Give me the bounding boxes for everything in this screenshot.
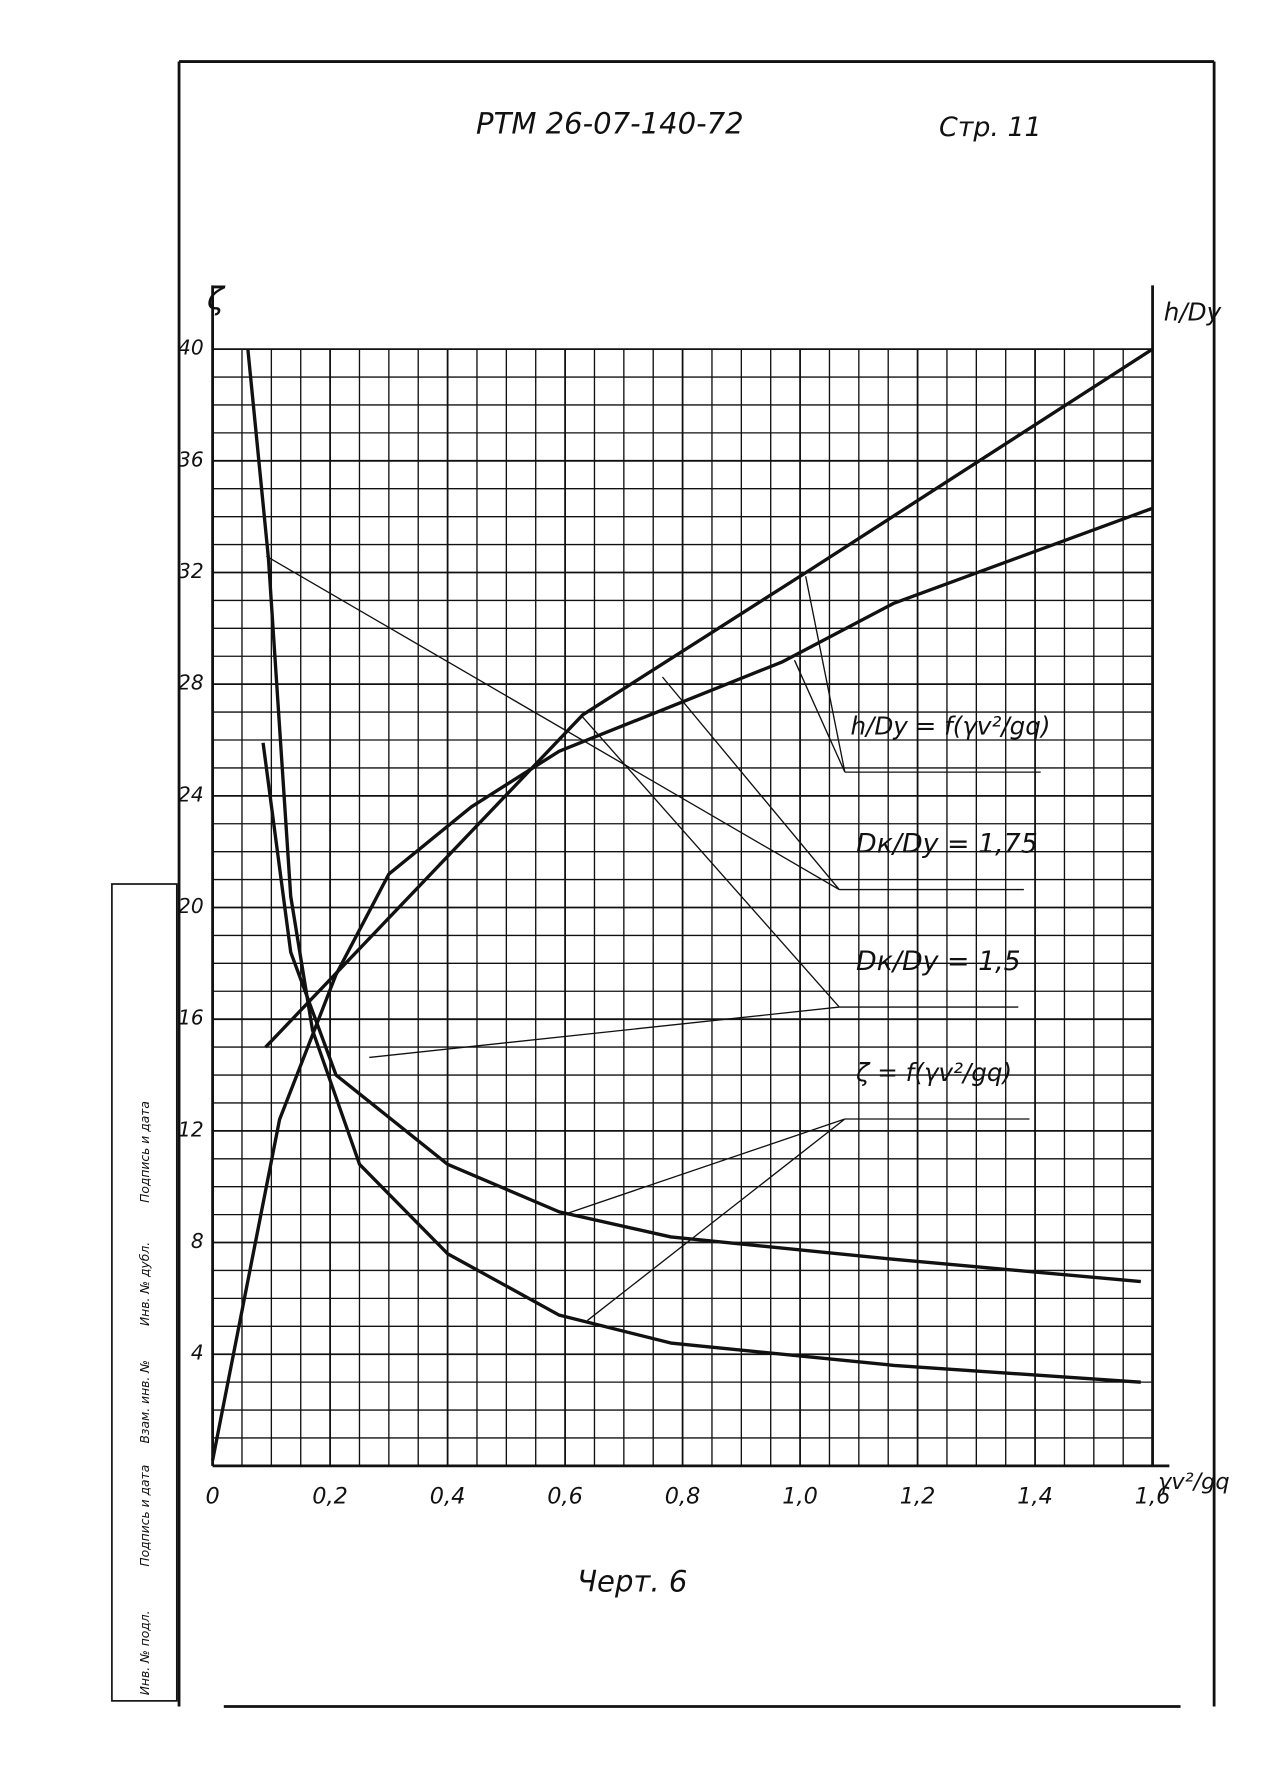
curve <box>246 348 1141 1384</box>
x-tick-label: 0,2 <box>312 1484 348 1510</box>
y-tick-label: 4 <box>191 1341 204 1365</box>
x-tick-label: 0,6 <box>547 1484 583 1510</box>
curve <box>261 742 1141 1284</box>
annotation: h/Dy = f(γv²/gq) <box>850 711 1050 740</box>
y-tick-label: 12 <box>178 1117 204 1141</box>
caption: Черт. 6 <box>577 1564 687 1598</box>
x-tick-label: 0,8 <box>665 1484 701 1510</box>
y-tick-label: 32 <box>178 559 204 583</box>
y-tick-label: 24 <box>178 782 204 806</box>
stamp-label: Подпись и дата <box>138 1101 152 1203</box>
stamp-label: Инв. № подл. <box>138 1610 152 1695</box>
y-tick-label: 16 <box>178 1006 204 1030</box>
sheet: РТМ 26-07-140-72 Стр. 11 Черт. 6 ζ h/Dy … <box>111 60 1230 1708</box>
x-tick-label: 1,0 <box>782 1484 818 1510</box>
y-tick-label: 20 <box>178 894 204 918</box>
y-tick-label: 36 <box>178 447 204 471</box>
annotation: ζ = f(γv²/gq) <box>855 1058 1012 1087</box>
stamp-label: Подпись и дата <box>138 1465 152 1567</box>
x-tick-label: 0 <box>205 1484 219 1510</box>
annotation: Dк/Dy = 1,5 <box>856 946 1021 977</box>
curve <box>264 347 1154 1049</box>
page-number: Стр. 11 <box>939 112 1042 143</box>
curve <box>210 506 1154 1461</box>
y2-axis-label: h/Dy <box>1164 297 1222 326</box>
x-tick-label: 1,2 <box>900 1484 936 1510</box>
y-tick-label: 8 <box>191 1229 204 1253</box>
x-tick-label: 0,4 <box>430 1484 466 1510</box>
stamp-label: Взам. инв. № <box>138 1360 152 1444</box>
leader <box>564 1118 1030 1321</box>
x-axis-label: γv²/gq <box>1158 1469 1229 1495</box>
x-tick-label: 1,6 <box>1135 1484 1171 1510</box>
stamp-box <box>111 883 178 1702</box>
y-axis-label: ζ <box>206 281 226 317</box>
doc-title: РТМ 26-07-140-72 <box>476 106 744 140</box>
x-tick-label: 1,4 <box>1017 1484 1053 1510</box>
stamp-label: Инв. № дубл. <box>138 1242 152 1326</box>
y-tick-label: 28 <box>178 671 204 695</box>
stamp-labels: Инв. № подл. Подпись и дата Взам. инв. №… <box>138 1101 152 1695</box>
y-tick-label: 40 <box>178 336 204 360</box>
